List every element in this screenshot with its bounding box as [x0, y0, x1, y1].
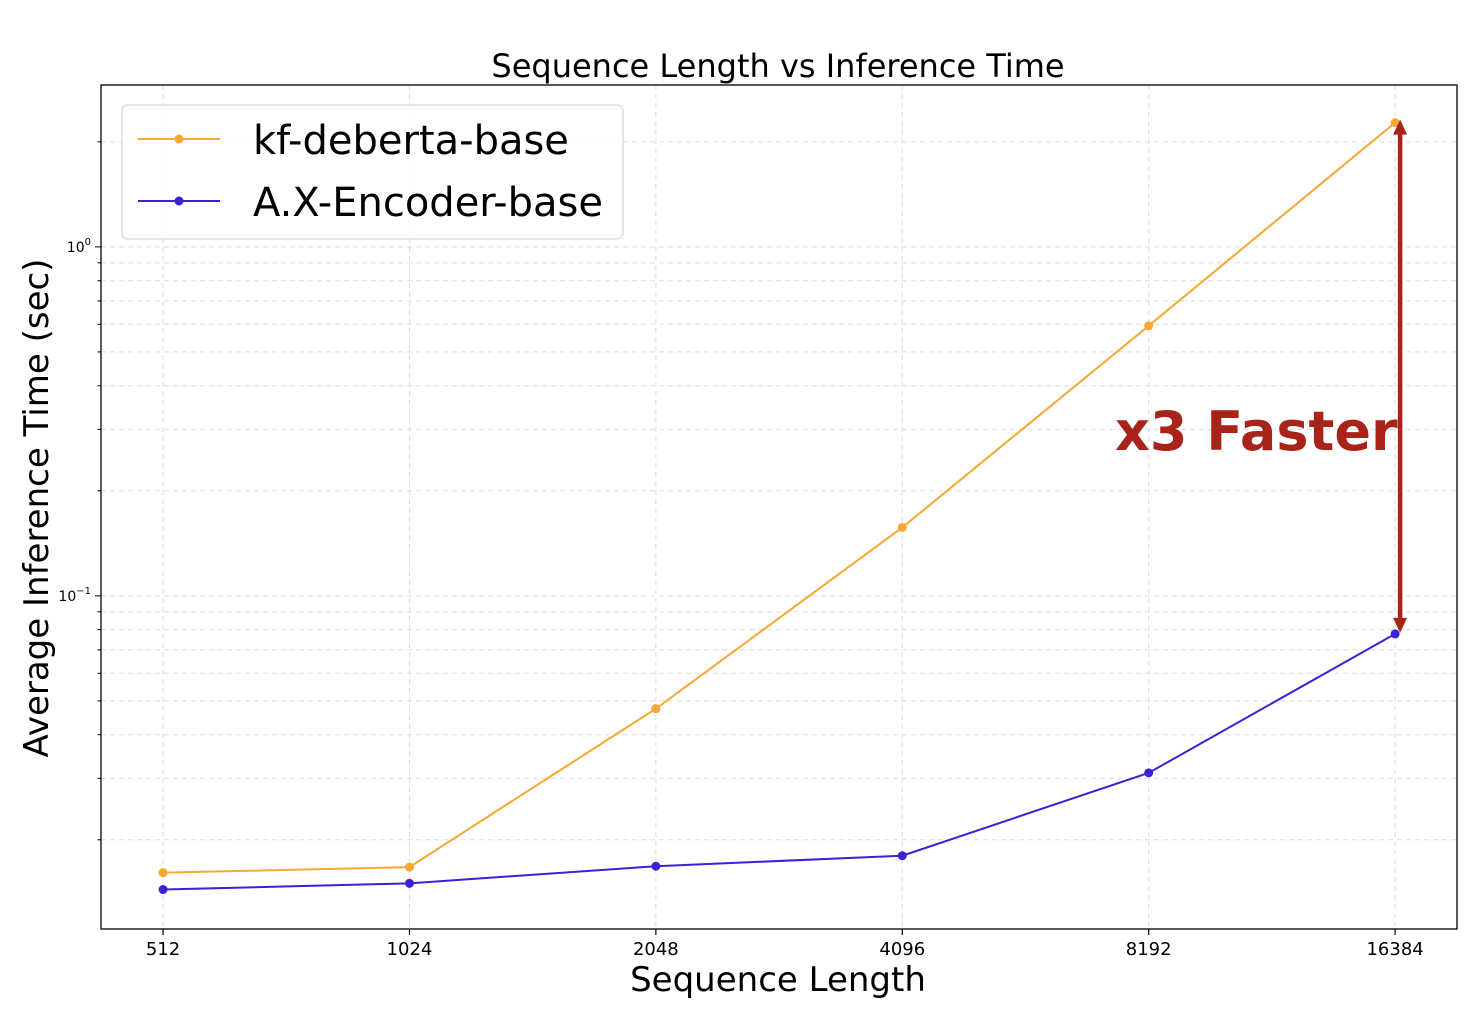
x-tick-label: 2048 [633, 939, 679, 960]
legend-box [121, 104, 624, 240]
series-line-ax-encoder [163, 633, 1396, 891]
data-point [1390, 629, 1400, 639]
x-tick-label: 4096 [879, 939, 925, 960]
y-tick-label: 100 [67, 237, 91, 256]
legend-marker-kf-deberta [174, 134, 184, 144]
data-point [404, 878, 414, 888]
data-point [1144, 321, 1154, 331]
y-axis-label: Average Inference Time (sec) [17, 259, 57, 758]
x-tick-label: 1024 [387, 939, 433, 960]
data-point [1144, 768, 1154, 778]
grid [101, 85, 1457, 929]
x-tick-label: 512 [146, 939, 180, 960]
data-point [651, 861, 661, 871]
x-tick-label: 8192 [1126, 939, 1172, 960]
legend-label-kf-deberta: kf-deberta-base [253, 118, 569, 164]
chart-title: Sequence Length vs Inference Time [491, 47, 1064, 85]
series-line-kf-deberta [163, 121, 1396, 874]
legend-marker-ax-encoder [174, 196, 184, 206]
arrow-head-down-icon [1393, 617, 1408, 633]
data-point [897, 522, 907, 532]
ticks: 512 1024 2048 4096 8192 16384 100 10−1 [58, 141, 1424, 960]
plot-frame [100, 84, 1458, 930]
annotation: x3 Faster [1115, 119, 1408, 633]
y-tick-label: 10−1 [58, 586, 91, 605]
arrow-head-up-icon [1393, 119, 1408, 135]
series-layer [158, 118, 1400, 895]
data-point [158, 885, 168, 895]
legend-label-ax-encoder: A.X-Encoder-base [253, 180, 603, 226]
data-point [404, 862, 414, 872]
data-point [1390, 118, 1400, 128]
x-axis-label: Sequence Length [630, 960, 926, 1000]
legend: kf-deberta-base A.X-Encoder-base [121, 104, 624, 240]
annotation-text: x3 Faster [1115, 400, 1398, 463]
data-point [897, 851, 907, 861]
data-point [158, 868, 168, 878]
x-tick-label: 16384 [1366, 939, 1423, 960]
data-point [651, 704, 661, 714]
